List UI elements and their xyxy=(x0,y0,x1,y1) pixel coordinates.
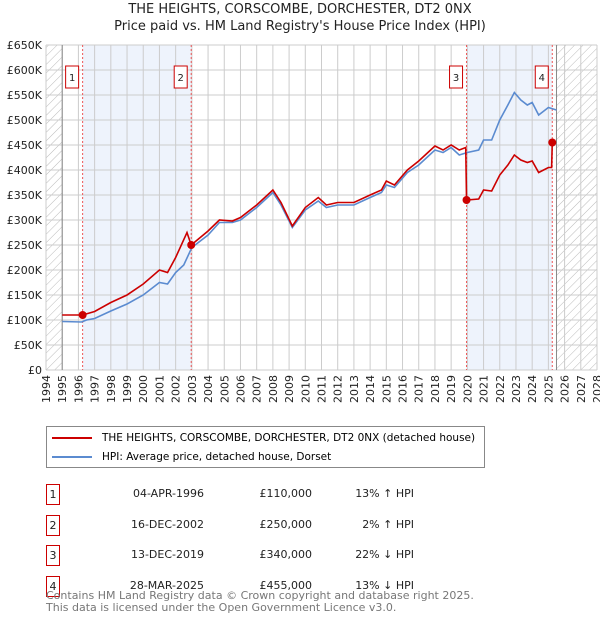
sale-label: 4 xyxy=(539,73,545,84)
footer-line-1: Contains HM Land Registry data © Crown c… xyxy=(46,589,474,602)
x-tick-label: 2003 xyxy=(186,375,199,403)
x-tick-label: 2007 xyxy=(251,375,264,403)
sale-hpi-diff: 13% ↑ HPI xyxy=(355,487,414,500)
legend-label: HPI: Average price, detached house, Dors… xyxy=(102,451,332,463)
y-tick-label: £150K xyxy=(7,289,43,302)
x-tick-label: 2002 xyxy=(170,375,183,403)
x-tick-label: 2017 xyxy=(413,375,426,403)
sale-number: 4 xyxy=(46,575,60,597)
x-tick-label: 2028 xyxy=(591,375,600,403)
hatched-region-before xyxy=(46,45,63,370)
sale-label: 2 xyxy=(178,73,184,84)
sale-price: £455,000 xyxy=(259,578,313,592)
x-tick-label: 2005 xyxy=(218,375,231,403)
sale-number: 2 xyxy=(46,514,60,536)
x-tick-label: 2021 xyxy=(478,375,491,403)
x-tick-label: 2009 xyxy=(283,375,296,403)
sale-hpi-diff: 22% ↓ HPI xyxy=(355,548,414,561)
x-tick-label: 2010 xyxy=(299,375,312,403)
y-tick-label: £250K xyxy=(7,239,43,252)
legend-swatch-red xyxy=(52,437,92,439)
x-tick-label: 2001 xyxy=(153,375,166,403)
sale-point xyxy=(187,241,196,249)
x-tick-label: 2008 xyxy=(267,375,280,403)
legend-item-hpi: HPI: Average price, detached house, Dors… xyxy=(52,451,331,463)
sale-date: 16-DEC-2002 xyxy=(130,517,204,531)
shaded-period xyxy=(82,45,192,370)
sale-price: £340,000 xyxy=(259,548,313,561)
sale-number: 1 xyxy=(46,484,60,505)
x-tick-label: 1995 xyxy=(56,375,69,403)
footer-line-2: This data is licensed under the Open Gov… xyxy=(46,601,397,614)
y-tick-label: £650K xyxy=(7,39,43,52)
x-tick-label: 1997 xyxy=(89,375,102,403)
y-tick-label: £100K xyxy=(7,314,43,327)
y-tick-label: £200K xyxy=(7,264,43,277)
x-tick-label: 2026 xyxy=(559,375,572,403)
x-tick-label: 2019 xyxy=(445,375,458,403)
sale-point xyxy=(78,311,87,319)
x-tick-label: 2018 xyxy=(429,375,442,403)
sale-date: 13-DEC-2019 xyxy=(130,548,204,561)
price-chart: 1994 1995 1996 1997 1998 1999 2000 2001 2002 2003… xyxy=(7,39,600,403)
legend-item-property: THE HEIGHTS, CORSCOMBE, DORCHESTER, DT2 … xyxy=(52,432,475,444)
sale-label-box xyxy=(534,65,549,89)
x-tick-label: 2015 xyxy=(380,375,393,403)
x-tick-label: 2024 xyxy=(526,375,539,403)
sale-date: 28-MAR-2025 xyxy=(129,578,204,592)
y-tick-label: £300K xyxy=(7,214,43,227)
x-tick-label: 2023 xyxy=(510,375,523,403)
shaded-period xyxy=(466,45,553,370)
sale-label: 1 xyxy=(69,73,75,84)
sale-date: 04-APR-1996 xyxy=(132,487,204,500)
sale-price: £110,000 xyxy=(259,487,313,500)
x-tick-label: 2014 xyxy=(364,375,377,403)
sale-point xyxy=(462,196,471,204)
x-tick-label: 2016 xyxy=(397,375,410,403)
x-tick-label: 2012 xyxy=(332,375,345,403)
x-tick-label: 1994 xyxy=(40,375,53,403)
x-tick-label: 2027 xyxy=(575,375,588,403)
sale-label-box xyxy=(449,65,464,89)
x-tick-label: 2006 xyxy=(234,375,247,403)
x-tick-label: 1999 xyxy=(121,375,134,403)
y-tick-label: £450K xyxy=(7,139,43,152)
x-tick-label: 2011 xyxy=(316,375,329,403)
y-tick-label: £600K xyxy=(7,64,43,77)
x-tick-label: 1998 xyxy=(105,375,118,403)
chart-subtitle: Price paid vs. HM Land Registry's House … xyxy=(114,19,486,34)
property-series-line xyxy=(62,139,554,316)
legend-swatch-blue xyxy=(52,456,92,458)
sale-hpi-diff: 13% ↓ HPI xyxy=(355,578,414,592)
x-tick-label: 2000 xyxy=(137,375,150,403)
x-tick-label: 2025 xyxy=(542,375,555,403)
sale-point xyxy=(548,138,557,147)
y-tick-label: £500K xyxy=(7,114,43,127)
hpi-series-line xyxy=(62,91,557,323)
y-tick-label: £550K xyxy=(7,89,43,102)
sale-label-box xyxy=(65,65,80,89)
chart-title: THE HEIGHTS, CORSCOMBE, DORCHESTER, DT2 … xyxy=(128,2,472,17)
x-tick-label: 2004 xyxy=(202,375,215,403)
y-tick-label: £50K xyxy=(14,339,43,352)
y-tick-label: £350K xyxy=(7,189,43,202)
legend-label: THE HEIGHTS, CORSCOMBE, DORCHESTER, DT2 … xyxy=(102,432,476,444)
y-tick-label: £400K xyxy=(7,164,43,177)
sale-number: 3 xyxy=(46,545,60,566)
sale-label: 3 xyxy=(453,73,459,84)
sale-label-box xyxy=(173,65,188,89)
y-tick-label: £0 xyxy=(28,364,42,377)
hatched-region-after xyxy=(556,45,597,370)
x-tick-label: 2020 xyxy=(461,375,474,403)
x-tick-label: 1996 xyxy=(72,375,85,403)
legend: THE HEIGHTS, CORSCOMBE, DORCHESTER, DT2 … xyxy=(46,426,485,468)
sale-hpi-diff: 2% ↑ HPI xyxy=(362,517,414,531)
sale-price: £250,000 xyxy=(259,517,313,531)
x-tick-label: 2013 xyxy=(348,375,361,403)
x-tick-label: 2022 xyxy=(494,375,507,403)
